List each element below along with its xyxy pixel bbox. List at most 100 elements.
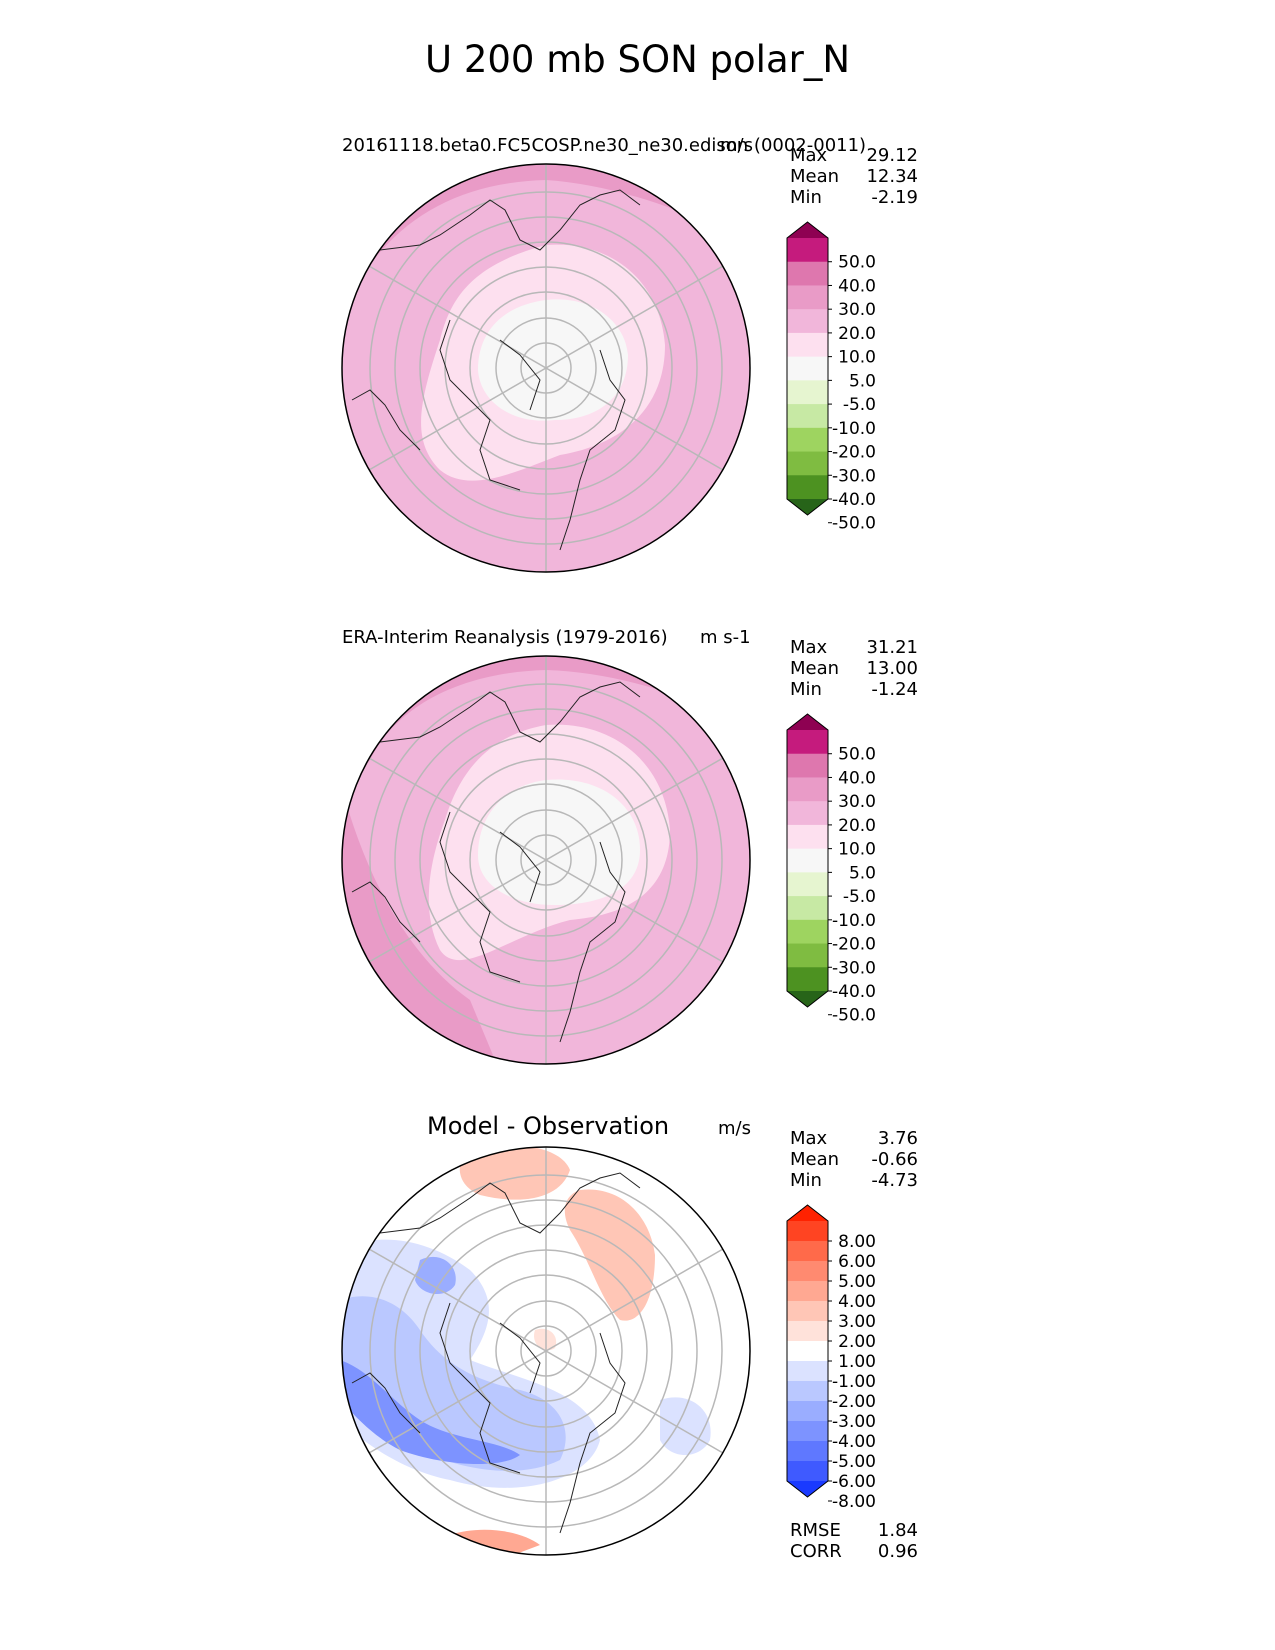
colorbar-tick-label: 50.0 (838, 253, 876, 273)
colorbar-segment (787, 238, 828, 263)
colorbar-segment (787, 730, 828, 755)
figure-title: U 200 mb SON polar_N (424, 38, 851, 81)
map-boundary (341, 163, 751, 573)
colorbar-tick-label: -40.0 (832, 982, 876, 1002)
colorbar-tick-label: -20.0 (832, 443, 876, 463)
map-obs (341, 655, 751, 1065)
colorbar-extend-min (787, 1481, 828, 1497)
colorbar-tick-label: 10.0 (838, 348, 876, 368)
colorbar-tick-label: 30.0 (838, 792, 876, 812)
colorbar-segment (787, 332, 828, 358)
panel3-units: m/s (718, 1118, 751, 1139)
field-fill-2-3-north (459, 1147, 570, 1200)
colorbar-segment (787, 896, 828, 921)
colorbar-segment (787, 777, 828, 802)
colorbar-segment (787, 872, 828, 897)
colorbar-tick-label: -50.0 (832, 1006, 876, 1026)
colorbar-extend-min (787, 499, 828, 515)
colorbar-tick-label: 5.00 (838, 1272, 876, 1292)
colorbar-tick-label: 40.0 (838, 276, 876, 296)
colorbar-tick-label: 4.00 (838, 1292, 876, 1312)
colorbar-tick-label: 1.00 (838, 1352, 876, 1372)
colorbar-tick-label: 30.0 (838, 300, 876, 320)
colorbar-tick-label: 20.0 (838, 324, 876, 344)
colorbar-tick-label: -10.0 (832, 419, 876, 439)
colorbar-segment (787, 1401, 828, 1422)
colorbar-segment (787, 1381, 828, 1402)
coastlines (351, 1172, 641, 1534)
colorbar-tick-label: -8.00 (832, 1492, 876, 1512)
colorbar-tick-label: 20.0 (838, 816, 876, 836)
colorbar-segment (787, 848, 828, 873)
colorbar-segment (787, 261, 828, 286)
colorbar-tick-label: -50.0 (832, 514, 876, 534)
field-fill-neg4-neg3 (415, 1256, 456, 1295)
colorbar-segment (787, 404, 828, 429)
colorbar-segment (787, 1441, 828, 1462)
colorbar-segment (787, 1281, 828, 1302)
graticule (368, 1147, 724, 1555)
colorbar-extend-max (787, 222, 828, 238)
colorbar-extend-max (787, 714, 828, 730)
colorbar-tick-label: -10.0 (832, 911, 876, 931)
colorbar-segment (787, 801, 828, 826)
coastlines (351, 681, 641, 1043)
colorbar-segment (787, 1361, 828, 1382)
map-boundary (341, 655, 751, 1065)
colorbar-segment (787, 919, 828, 945)
field-fill-2-3-east (564, 1189, 655, 1321)
colorbar-3: 8.006.005.004.003.002.001.00-1.00-2.00-3… (786, 1204, 876, 1512)
colorbar-segment (787, 309, 828, 334)
colorbar-segment (787, 356, 828, 381)
colorbar-extend-max (787, 1205, 828, 1221)
colorbar-tick-label: -1.00 (832, 1372, 876, 1392)
field-fill-20-30-north (342, 656, 750, 800)
colorbar-segment (787, 451, 828, 476)
colorbar-segment (787, 1321, 828, 1342)
colorbar-tick-label: 5.0 (849, 863, 876, 883)
colorbar-tick-label: 8.00 (838, 1232, 876, 1252)
panel3-metrics: RMSE 1.84 CORR 0.96 (790, 1520, 918, 1562)
colorbar-tick-label: -5.0 (843, 395, 876, 415)
colorbar-2: 50.0 40.0 30.0 20.0 10.0 5.0 -5.0 -10.0 -20.0 -30… (786, 713, 876, 1026)
colorbar-segment (787, 967, 828, 992)
colorbar-segment (787, 380, 828, 405)
colorbar-segment (787, 285, 828, 310)
colorbar-tick-label: -30.0 (832, 958, 876, 978)
field-fill-1-2-pole (534, 1328, 557, 1351)
panel1-left-title: 20161118.beta0.FC5COSP.ne30_ne30.edison … (342, 135, 867, 156)
colorbar-segment (787, 1221, 828, 1242)
colorbar-segment (787, 824, 828, 850)
graticule (368, 656, 724, 1064)
colorbar-segment (787, 475, 828, 500)
colorbar-segment (787, 1241, 828, 1262)
panel3-center-title: Model - Observation (427, 1112, 670, 1140)
colorbar-tick-label: 2.00 (838, 1332, 876, 1352)
panel1-units: m/s (720, 135, 753, 156)
colorbar-extend-min (787, 991, 828, 1007)
colorbar-tick-label: -2.00 (832, 1392, 876, 1412)
colorbar-segment (787, 943, 828, 968)
map-model (341, 163, 751, 573)
colorbar-tick-label: -5.00 (832, 1452, 876, 1472)
field-fill-neg5-neg4 (342, 1360, 520, 1465)
panel2-stats: Max 31.21 Mean 13.00 Min -1.24 (790, 637, 918, 700)
colorbar-segment (787, 1341, 828, 1362)
panel3-stats: Max 3.76 Mean -0.66 Min -4.73 (790, 1128, 918, 1191)
colorbar-1: 50.0 40.0 30.0 20.0 10.0 5.0 -5.0 -10.0 -20.0 -30… (786, 221, 876, 534)
colorbar-tick-label: -20.0 (832, 935, 876, 955)
colorbar-tick-label: 3.00 (838, 1312, 876, 1332)
colorbar-tick-label: -4.00 (832, 1432, 876, 1452)
colorbar-tick-label: -5.0 (843, 887, 876, 907)
colorbar-segment (787, 753, 828, 778)
graticule (368, 164, 724, 572)
panel2-left-title: ERA-Interim Reanalysis (1979-2016) (342, 627, 668, 648)
colorbar-tick-label: -6.00 (832, 1472, 876, 1492)
colorbar-tick-label: 40.0 (838, 768, 876, 788)
colorbar-segment (787, 1301, 828, 1322)
field-fill-neg5-5 (478, 779, 640, 905)
colorbar-tick-label: 6.00 (838, 1252, 876, 1272)
colorbar-segment (787, 1421, 828, 1442)
colorbar-tick-label: 5.0 (849, 371, 876, 391)
colorbar-tick-label: 10.0 (838, 840, 876, 860)
